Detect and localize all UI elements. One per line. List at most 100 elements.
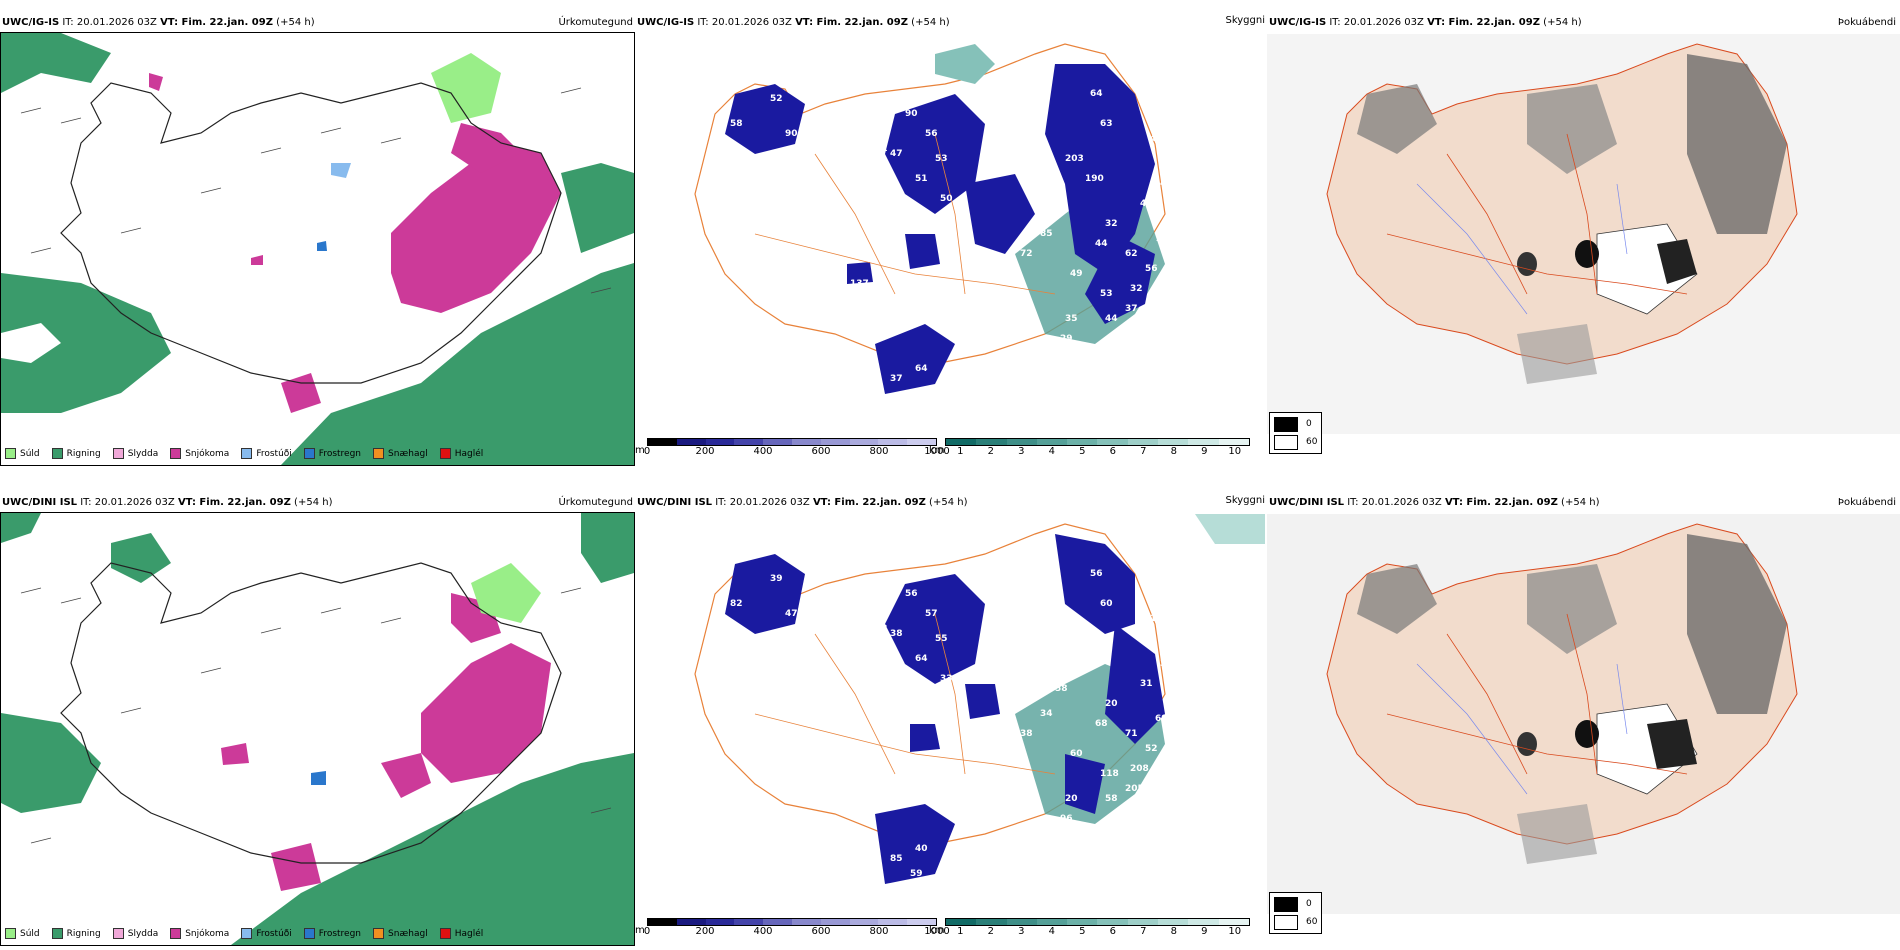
cloud-base-label: 93 <box>750 64 763 74</box>
color-step <box>820 919 850 925</box>
legend-swatch <box>170 448 182 459</box>
legend-item: Súld <box>5 928 40 939</box>
cloud-base-label: 43 <box>850 759 863 769</box>
cloud-base-label: 190 <box>1085 174 1104 184</box>
tick-label: 5 <box>1079 446 1086 457</box>
legend-item: Slydda <box>112 448 159 459</box>
tick-label: 4 <box>1048 926 1055 937</box>
panel-header: UWC/DINI ISL IT: 20.01.2026 03Z VT: Fim.… <box>1267 494 1900 512</box>
precip-map: Súld Rigning Slydda Snjókoma Frostúði Fr… <box>0 512 635 946</box>
cloud-base-label: 40 <box>915 844 928 854</box>
cloud-base-label: 32 <box>1105 219 1118 229</box>
color-step <box>849 439 879 445</box>
fog-key-label: 0 <box>1306 899 1312 909</box>
lead-time: (+54 h) <box>1561 497 1600 508</box>
cloud-base-label: 44 <box>1095 239 1108 249</box>
legend-label: Haglél <box>454 448 484 459</box>
cloud-base-label: 32 <box>1130 284 1143 294</box>
cloud-base-label: 47 <box>890 149 903 159</box>
legend-label: Slydda <box>127 448 159 459</box>
color-step <box>1127 439 1159 445</box>
scale-unit: m <box>635 925 645 936</box>
legend-label: Súld <box>20 928 40 939</box>
tick-label: 8 <box>1170 446 1177 457</box>
panel-title: Úrkomutegund <box>558 497 633 508</box>
model-name: UWC/IG-IS <box>1269 17 1327 28</box>
tick-labels: 0 200 400 600 800 1000 <box>644 926 950 938</box>
tick-label: 1 <box>957 926 964 937</box>
legend-label: Snæhagl <box>388 448 428 459</box>
fog-key: 0 60 <box>1269 892 1323 934</box>
lead-time: (+54 h) <box>929 497 968 508</box>
fog-key-swatch <box>1274 434 1298 450</box>
color-step <box>1158 919 1189 925</box>
fog-key-swatch <box>1274 416 1298 432</box>
tick-label: 1000 <box>924 926 950 937</box>
color-step <box>734 439 764 445</box>
cloud-base-label: 96 <box>795 834 808 844</box>
color-step <box>676 439 706 445</box>
color-step <box>1158 439 1189 445</box>
legend-label: Slydda <box>127 928 159 939</box>
fog-key-label: 60 <box>1306 437 1318 447</box>
color-step <box>1188 919 1219 925</box>
tick-label: 1000 <box>924 446 950 457</box>
legend-label: Frostúði <box>256 448 292 459</box>
panel-title: Skyggni <box>1225 15 1265 26</box>
legend-item: Snjókoma <box>170 448 229 459</box>
legend-label: Snjókoma <box>185 928 230 939</box>
color-bar <box>945 918 1250 926</box>
tick-label: 2 <box>987 926 994 937</box>
legend-swatch <box>303 928 315 939</box>
cloud-base-label: 58 <box>1105 794 1118 804</box>
color-step <box>820 439 850 445</box>
visibility-scale: 1 2 3 4 5 6 7 8 9 10 km <box>929 918 1250 938</box>
legend-item: Snæhagl <box>373 928 428 939</box>
legend-item: Frostúði <box>241 448 292 459</box>
color-bar <box>945 438 1250 446</box>
color-step <box>734 919 764 925</box>
cloud-base-label: 53 <box>1100 289 1113 299</box>
tick-label: 4 <box>1048 446 1055 457</box>
legend-label: Súld <box>20 448 40 459</box>
lead-time: (+54 h) <box>276 17 315 28</box>
cloud-base-label: 38 <box>875 774 888 784</box>
cloud-base-label: 58 <box>730 119 743 129</box>
lead-time: (+54 h) <box>294 497 333 508</box>
scale-unit: km <box>929 445 945 456</box>
legend-item: Rigning <box>51 928 101 939</box>
cloud-base-label: 48 <box>1085 654 1098 664</box>
valid-time: VT: Fim. 22.jan. 09Z <box>795 17 908 28</box>
fog-key-row: 0 <box>1274 895 1317 913</box>
cloud-label-layer: 93 52 58 90 71 90 56 47 53 51 50 64 63 46 37 45 44 35 28 85… <box>635 34 1265 434</box>
cloud-base-label: 42 <box>1040 829 1053 839</box>
cloudbase-scale: 0 200 400 600 800 1000 m <box>635 438 950 458</box>
tick-label: 200 <box>695 446 715 457</box>
legend-swatch <box>170 928 182 939</box>
color-step <box>791 919 821 925</box>
legend-item: Frostregn <box>303 928 361 939</box>
cloud-base-label: 63 <box>1100 119 1113 129</box>
color-step <box>1097 919 1128 925</box>
cloud-base-label: 208 <box>1130 764 1149 774</box>
color-step <box>1036 919 1068 925</box>
cloud-base-label: 50 <box>940 194 953 204</box>
tick-labels: 0 200 400 600 800 1000 <box>644 446 950 458</box>
cloud-base-label: 56 <box>1090 569 1103 579</box>
tick-label: 600 <box>811 926 831 937</box>
color-bar <box>647 438 937 446</box>
cloud-base-label: 35 <box>1065 314 1078 324</box>
color-step <box>1067 439 1098 445</box>
tick-label: 3 <box>1018 926 1025 937</box>
cloud-base-label: 31 <box>1140 679 1153 689</box>
tick-label: 10 <box>1228 446 1242 457</box>
cloud-base-label: 82 <box>730 599 743 609</box>
legend-label: Snjókoma <box>185 448 230 459</box>
tick-label: 800 <box>869 446 889 457</box>
cloud-base-label: 55 <box>935 634 948 644</box>
color-step <box>648 439 677 445</box>
cloud-map: 91 39 82 47 63 56 57 38 55 64 33 56 60 101 57 38 31 54 58 3… <box>635 514 1265 914</box>
fog-key-swatch <box>1274 914 1298 930</box>
cloud-panel-top: UWC/IG-IS IT: 20.01.2026 03Z VT: Fim. 22… <box>635 14 1267 466</box>
cloud-base-label: 44 <box>1140 199 1153 209</box>
